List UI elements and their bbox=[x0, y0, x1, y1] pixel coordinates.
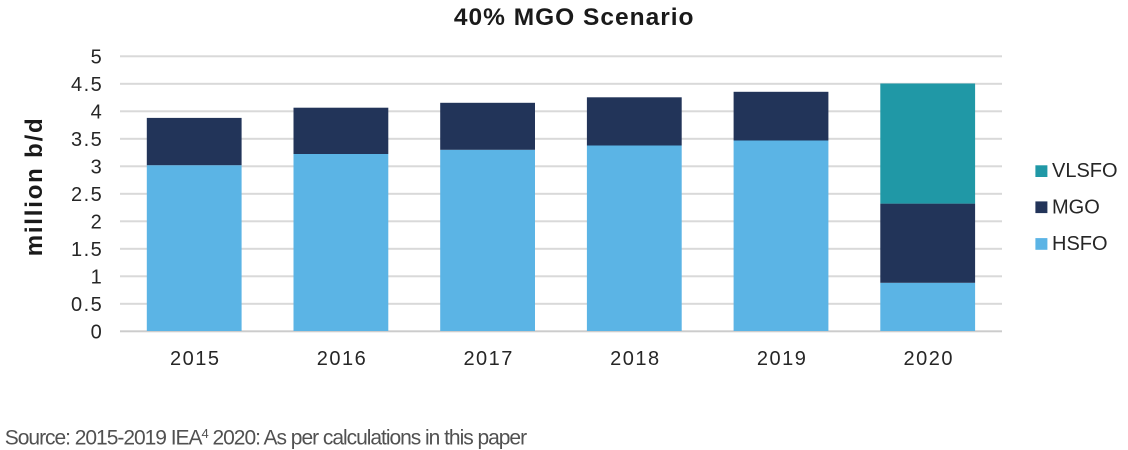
svg-text:5: 5 bbox=[91, 46, 104, 68]
svg-text:1.5: 1.5 bbox=[71, 239, 103, 261]
svg-text:2019: 2019 bbox=[757, 348, 808, 370]
svg-text:0.5: 0.5 bbox=[71, 294, 103, 316]
svg-text:4: 4 bbox=[91, 101, 104, 123]
svg-text:2: 2 bbox=[91, 211, 104, 233]
svg-text:2017: 2017 bbox=[463, 348, 514, 370]
svg-text:2.5: 2.5 bbox=[71, 184, 103, 206]
svg-text:2018: 2018 bbox=[610, 348, 661, 370]
svg-text:3: 3 bbox=[91, 156, 104, 178]
svg-text:million b/d: million b/d bbox=[21, 117, 48, 257]
svg-text:3.5: 3.5 bbox=[71, 129, 103, 151]
svg-text:2020: 2020 bbox=[904, 348, 955, 370]
svg-text:40% MGO Scenario: 40% MGO Scenario bbox=[454, 4, 695, 31]
svg-text:VLSFO: VLSFO bbox=[1052, 160, 1118, 182]
svg-text:2015: 2015 bbox=[170, 348, 221, 370]
svg-text:0: 0 bbox=[91, 321, 104, 343]
svg-text:1: 1 bbox=[91, 266, 104, 288]
svg-text:MGO: MGO bbox=[1052, 196, 1100, 218]
svg-text:2016: 2016 bbox=[317, 348, 368, 370]
svg-text:HSFO: HSFO bbox=[1052, 233, 1108, 255]
svg-text:Source: 2015-2019 IEA4 2020: A: Source: 2015-2019 IEA4 2020: As per calc… bbox=[5, 426, 527, 450]
svg-text:4.5: 4.5 bbox=[71, 74, 103, 96]
